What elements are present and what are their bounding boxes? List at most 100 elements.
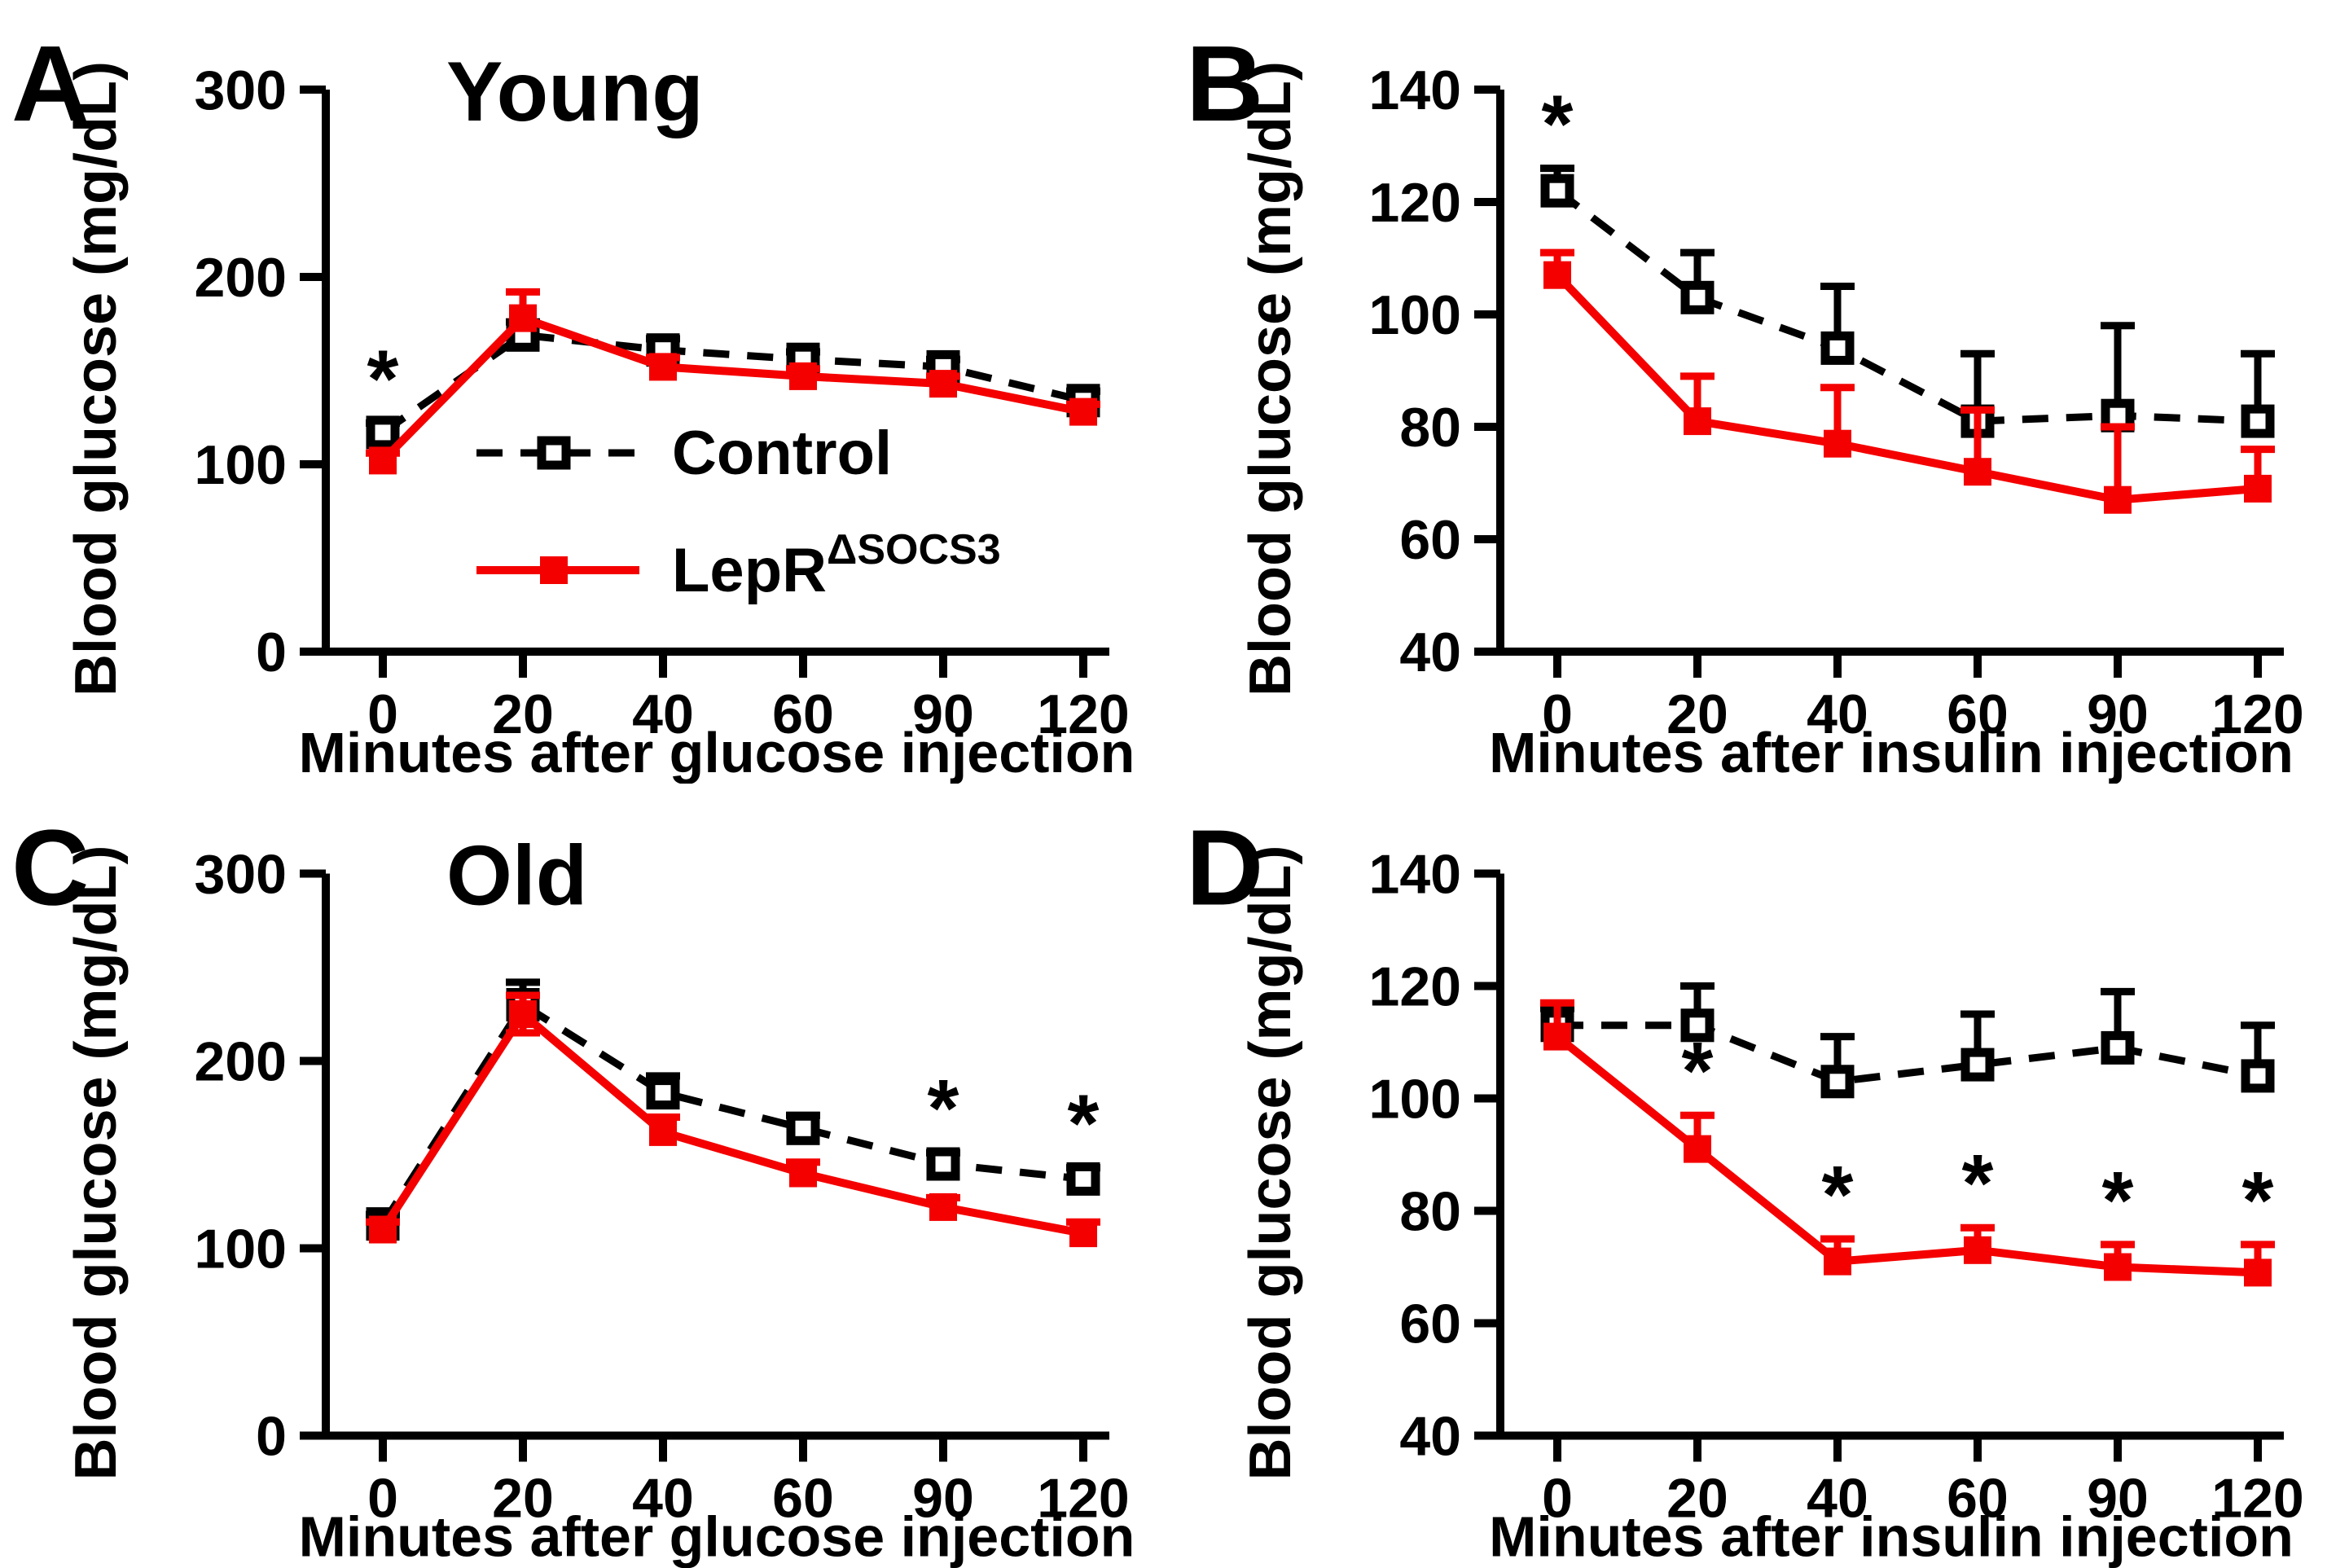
marker-lepr [1543,261,1571,289]
series-line-control [380,331,1085,436]
x-tick-label: 40 [632,683,694,745]
legend-lepr-marker [540,556,568,584]
x-tick-label: 120 [2211,683,2303,745]
y-tick-label: 60 [1399,509,1461,571]
series-line-lepr [1554,1033,2259,1277]
panel-c-chart: C Old Blood glucose (mg/dL) 0 100 200 300 0 20 40… [11,808,1135,1568]
marker-lepr [1684,1135,1711,1163]
marker-lepr [509,1000,537,1028]
y-axis-label: Blood glucose (mg/dL) [64,61,129,696]
marker-control [786,1111,820,1145]
panel-d: D Blood glucose (mg/dL) 40 60 80 100 120 140 0 20… [1174,784,2349,1568]
y-axis-label: Blood glucose (mg/dL) [1238,845,1303,1481]
significance-asterisk: * [928,1063,959,1154]
marker-lepr [1964,458,1991,486]
series-line-control [1557,1021,2259,1086]
marker-lepr [2104,485,2132,514]
y-tick-label: 40 [1399,621,1461,683]
significance-asterisk: * [1822,1149,1854,1241]
significance-asterisk: * [2102,1155,2134,1246]
x-tick-label: 60 [772,1468,834,1530]
y-tick-label: 300 [195,59,287,121]
y-tick-label: 120 [1369,956,1461,1018]
y-tick-label: 40 [1399,1406,1461,1468]
marker-control [2241,1059,2275,1093]
marker-lepr [789,1159,817,1188]
x-axis-label: Minutes after glucose injection [299,1505,1135,1568]
marker-lepr [2244,1258,2272,1287]
x-axis-label: Minutes after glucose injection [299,721,1135,784]
marker-control [1680,280,1715,314]
legend-control-label: Control [672,419,892,488]
x-tick-label: 20 [1666,1468,1728,1530]
x-tick-label: 40 [632,1468,694,1530]
marker-control [366,415,400,450]
legend-lepr-label: LepRΔSOCS3 [672,526,1001,605]
y-tick-label: 100 [195,434,287,496]
x-tick-label: 40 [1807,683,1868,745]
marker-lepr [929,1192,957,1221]
marker-lepr [2244,474,2272,503]
marker-lepr [1684,407,1711,436]
significance-asterisk: * [367,333,399,424]
x-tick-label: 90 [2087,683,2149,745]
significance-asterisk: * [2242,1155,2274,1246]
y-axis-label: Blood glucose (mg/dL) [1238,61,1303,696]
marker-lepr [1964,1236,1991,1264]
y-tick-label: 140 [1369,59,1461,121]
panel-letter: A [11,24,89,143]
y-tick-label: 200 [195,1031,287,1093]
x-tick-label: 60 [772,683,834,745]
x-tick-label: 20 [492,683,554,745]
marker-lepr [929,370,957,398]
panel-c: C Old Blood glucose (mg/dL) 0 100 200 300 0 20 40… [0,784,1174,1568]
y-tick-label: 0 [256,1406,287,1468]
x-tick-label: 20 [492,1468,554,1530]
marker-control [1820,1065,1855,1099]
marker-control [1540,173,1574,208]
y-tick-label: 60 [1399,1293,1461,1355]
series-line-lepr [1554,272,2259,504]
y-tick-label: 0 [256,621,287,683]
marker-lepr [649,353,677,381]
x-axis-label: Minutes after insulin injection [1489,721,2294,784]
x-tick-label: 90 [912,683,974,745]
marker-control [926,1147,960,1181]
marker-control [1820,331,1855,365]
marker-control [1680,1008,1715,1043]
y-tick-label: 120 [1369,172,1461,234]
series-line-control [380,999,1084,1227]
x-axis-label: Minutes after insulin injection [1489,1505,2294,1568]
x-tick-label: 0 [1542,1468,1573,1530]
y-tick-label: 100 [1369,1069,1461,1131]
y-tick-label: 100 [195,1219,287,1280]
x-tick-label: 20 [1666,683,1728,745]
panel-letter: D [1186,808,1263,928]
panel-letter: B [1186,24,1263,143]
x-tick-label: 0 [367,683,398,745]
x-tick-label: 90 [2087,1468,2149,1530]
y-tick-label: 80 [1399,397,1461,459]
x-tick-label: 120 [2211,1468,2303,1530]
marker-lepr [789,362,817,390]
x-tick-label: 0 [1542,683,1573,745]
panel-title: Young [446,45,704,139]
series-line-lepr [380,313,1084,463]
significance-asterisk: * [1542,79,1574,170]
marker-lepr [1824,1247,1851,1276]
series-line-control [1555,187,2259,425]
x-tick-label: 60 [1947,1468,2009,1530]
marker-lepr [2104,1253,2132,1281]
marker-lepr [369,1215,397,1244]
marker-control [646,1076,680,1110]
marker-lepr [1543,1022,1571,1051]
panel-a-chart: A Young Blood glucose (mg/dL) 0 100 200 300 0 20… [11,24,1135,784]
y-tick-label: 200 [195,247,287,309]
marker-lepr [509,304,537,332]
significance-asterisk: * [1068,1078,1100,1170]
panel-letter: C [11,808,89,928]
legend-control-marker [537,436,571,470]
